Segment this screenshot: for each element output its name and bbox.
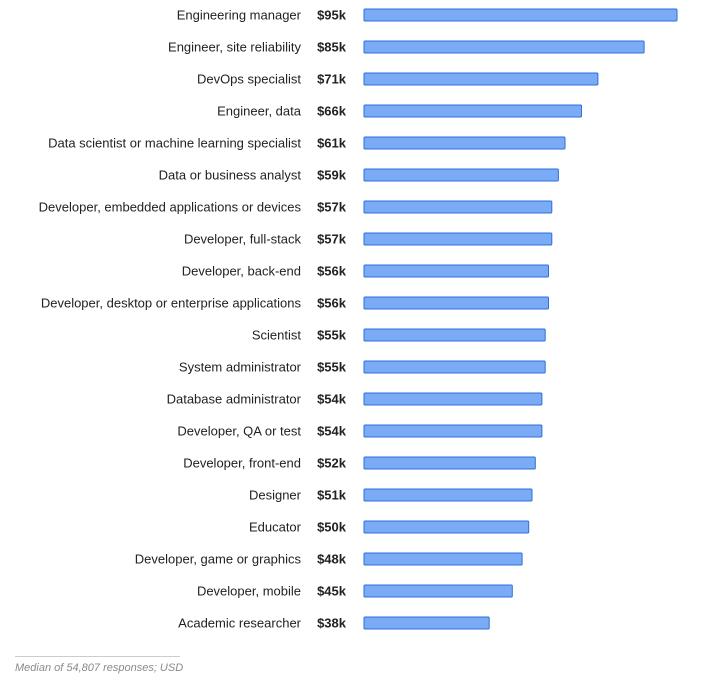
- bar: [363, 8, 678, 22]
- bar: [363, 360, 546, 374]
- bar: [363, 200, 553, 214]
- bar: [363, 488, 533, 502]
- value-label: $57k: [317, 232, 347, 247]
- category-label: Developer, game or graphics: [135, 552, 302, 567]
- value-label: $45k: [317, 584, 347, 599]
- bar: [363, 392, 543, 406]
- value-label: $55k: [317, 360, 347, 375]
- bar: [363, 424, 543, 438]
- bar-row: Engineering manager $95k: [177, 8, 678, 23]
- category-label: Developer, QA or test: [177, 424, 301, 439]
- category-label: Developer, mobile: [197, 584, 301, 599]
- bar-row: Developer, back-end $56k: [182, 264, 549, 279]
- bar: [363, 104, 582, 118]
- bar-row: Developer, QA or test $54k: [177, 424, 543, 439]
- bar: [363, 520, 530, 534]
- bar: [363, 552, 523, 566]
- bar-row: Educator $50k: [249, 520, 530, 535]
- category-label: Engineer, site reliability: [168, 40, 301, 55]
- value-label: $57k: [317, 200, 347, 215]
- bar-row: Scientist $55k: [252, 328, 546, 343]
- value-label: $95k: [317, 8, 347, 23]
- category-label: Engineering manager: [177, 8, 302, 23]
- bar-row: Data or business analyst $59k: [159, 168, 559, 183]
- category-label: Data scientist or machine learning speci…: [48, 136, 301, 151]
- value-label: $54k: [317, 392, 347, 407]
- category-label: System administrator: [179, 360, 302, 375]
- bar: [363, 72, 599, 86]
- bar: [363, 232, 553, 246]
- category-label: Designer: [249, 488, 302, 503]
- category-label: Developer, desktop or enterprise applica…: [41, 296, 302, 311]
- bar-row: Data scientist or machine learning speci…: [48, 136, 566, 151]
- bar-row: Developer, mobile $45k: [197, 584, 513, 599]
- bar: [363, 40, 645, 54]
- bar-row: DevOps specialist $71k: [197, 72, 599, 87]
- bar-row: Engineer, data $66k: [217, 104, 582, 119]
- category-label: Developer, embedded applications or devi…: [39, 200, 302, 215]
- value-label: $51k: [317, 488, 347, 503]
- value-label: $66k: [317, 104, 347, 119]
- value-label: $56k: [317, 264, 347, 279]
- category-label: Educator: [249, 520, 302, 535]
- value-label: $48k: [317, 552, 347, 567]
- category-label: Engineer, data: [217, 104, 302, 119]
- bar-row: Developer, embedded applications or devi…: [39, 200, 553, 215]
- bar: [363, 168, 559, 182]
- footer-note: Median of 54,807 responses; USD: [15, 662, 184, 674]
- bar-row: System administrator $55k: [179, 360, 546, 375]
- value-label: $71k: [317, 72, 347, 87]
- bar-row: Developer, front-end $52k: [183, 456, 536, 471]
- bar-row: Developer, full-stack $57k: [184, 232, 553, 247]
- salary-bar-chart: Engineering manager $95k Engineer, site re…: [39, 8, 678, 631]
- value-label: $50k: [317, 520, 347, 535]
- value-label: $56k: [317, 296, 347, 311]
- value-label: $61k: [317, 136, 347, 151]
- bar: [363, 584, 513, 598]
- bar: [363, 136, 566, 150]
- category-label: Developer, front-end: [183, 456, 301, 471]
- category-label: DevOps specialist: [197, 72, 301, 87]
- category-label: Data or business analyst: [159, 168, 302, 183]
- value-label: $59k: [317, 168, 347, 183]
- value-label: $85k: [317, 40, 347, 55]
- bar: [363, 296, 549, 310]
- bar-row: Designer $51k: [249, 488, 533, 503]
- bar: [363, 264, 549, 278]
- bar-row: Developer, game or graphics $48k: [135, 552, 523, 567]
- bar: [363, 456, 536, 470]
- bar: [363, 616, 490, 630]
- bar-row: Academic researcher $38k: [178, 616, 490, 631]
- category-label: Academic researcher: [178, 616, 301, 631]
- value-label: $38k: [317, 616, 347, 631]
- value-label: $54k: [317, 424, 347, 439]
- value-label: $55k: [317, 328, 347, 343]
- bar-row: Engineer, site reliability $85k: [168, 40, 645, 55]
- bar-row: Database administrator $54k: [167, 392, 543, 407]
- bar: [363, 328, 546, 342]
- footer-divider: [15, 656, 180, 657]
- bar-row: Developer, desktop or enterprise applica…: [41, 296, 549, 311]
- value-label: $52k: [317, 456, 347, 471]
- category-label: Developer, full-stack: [184, 232, 302, 247]
- category-label: Developer, back-end: [182, 264, 301, 279]
- category-label: Database administrator: [167, 392, 302, 407]
- category-label: Scientist: [252, 328, 302, 343]
